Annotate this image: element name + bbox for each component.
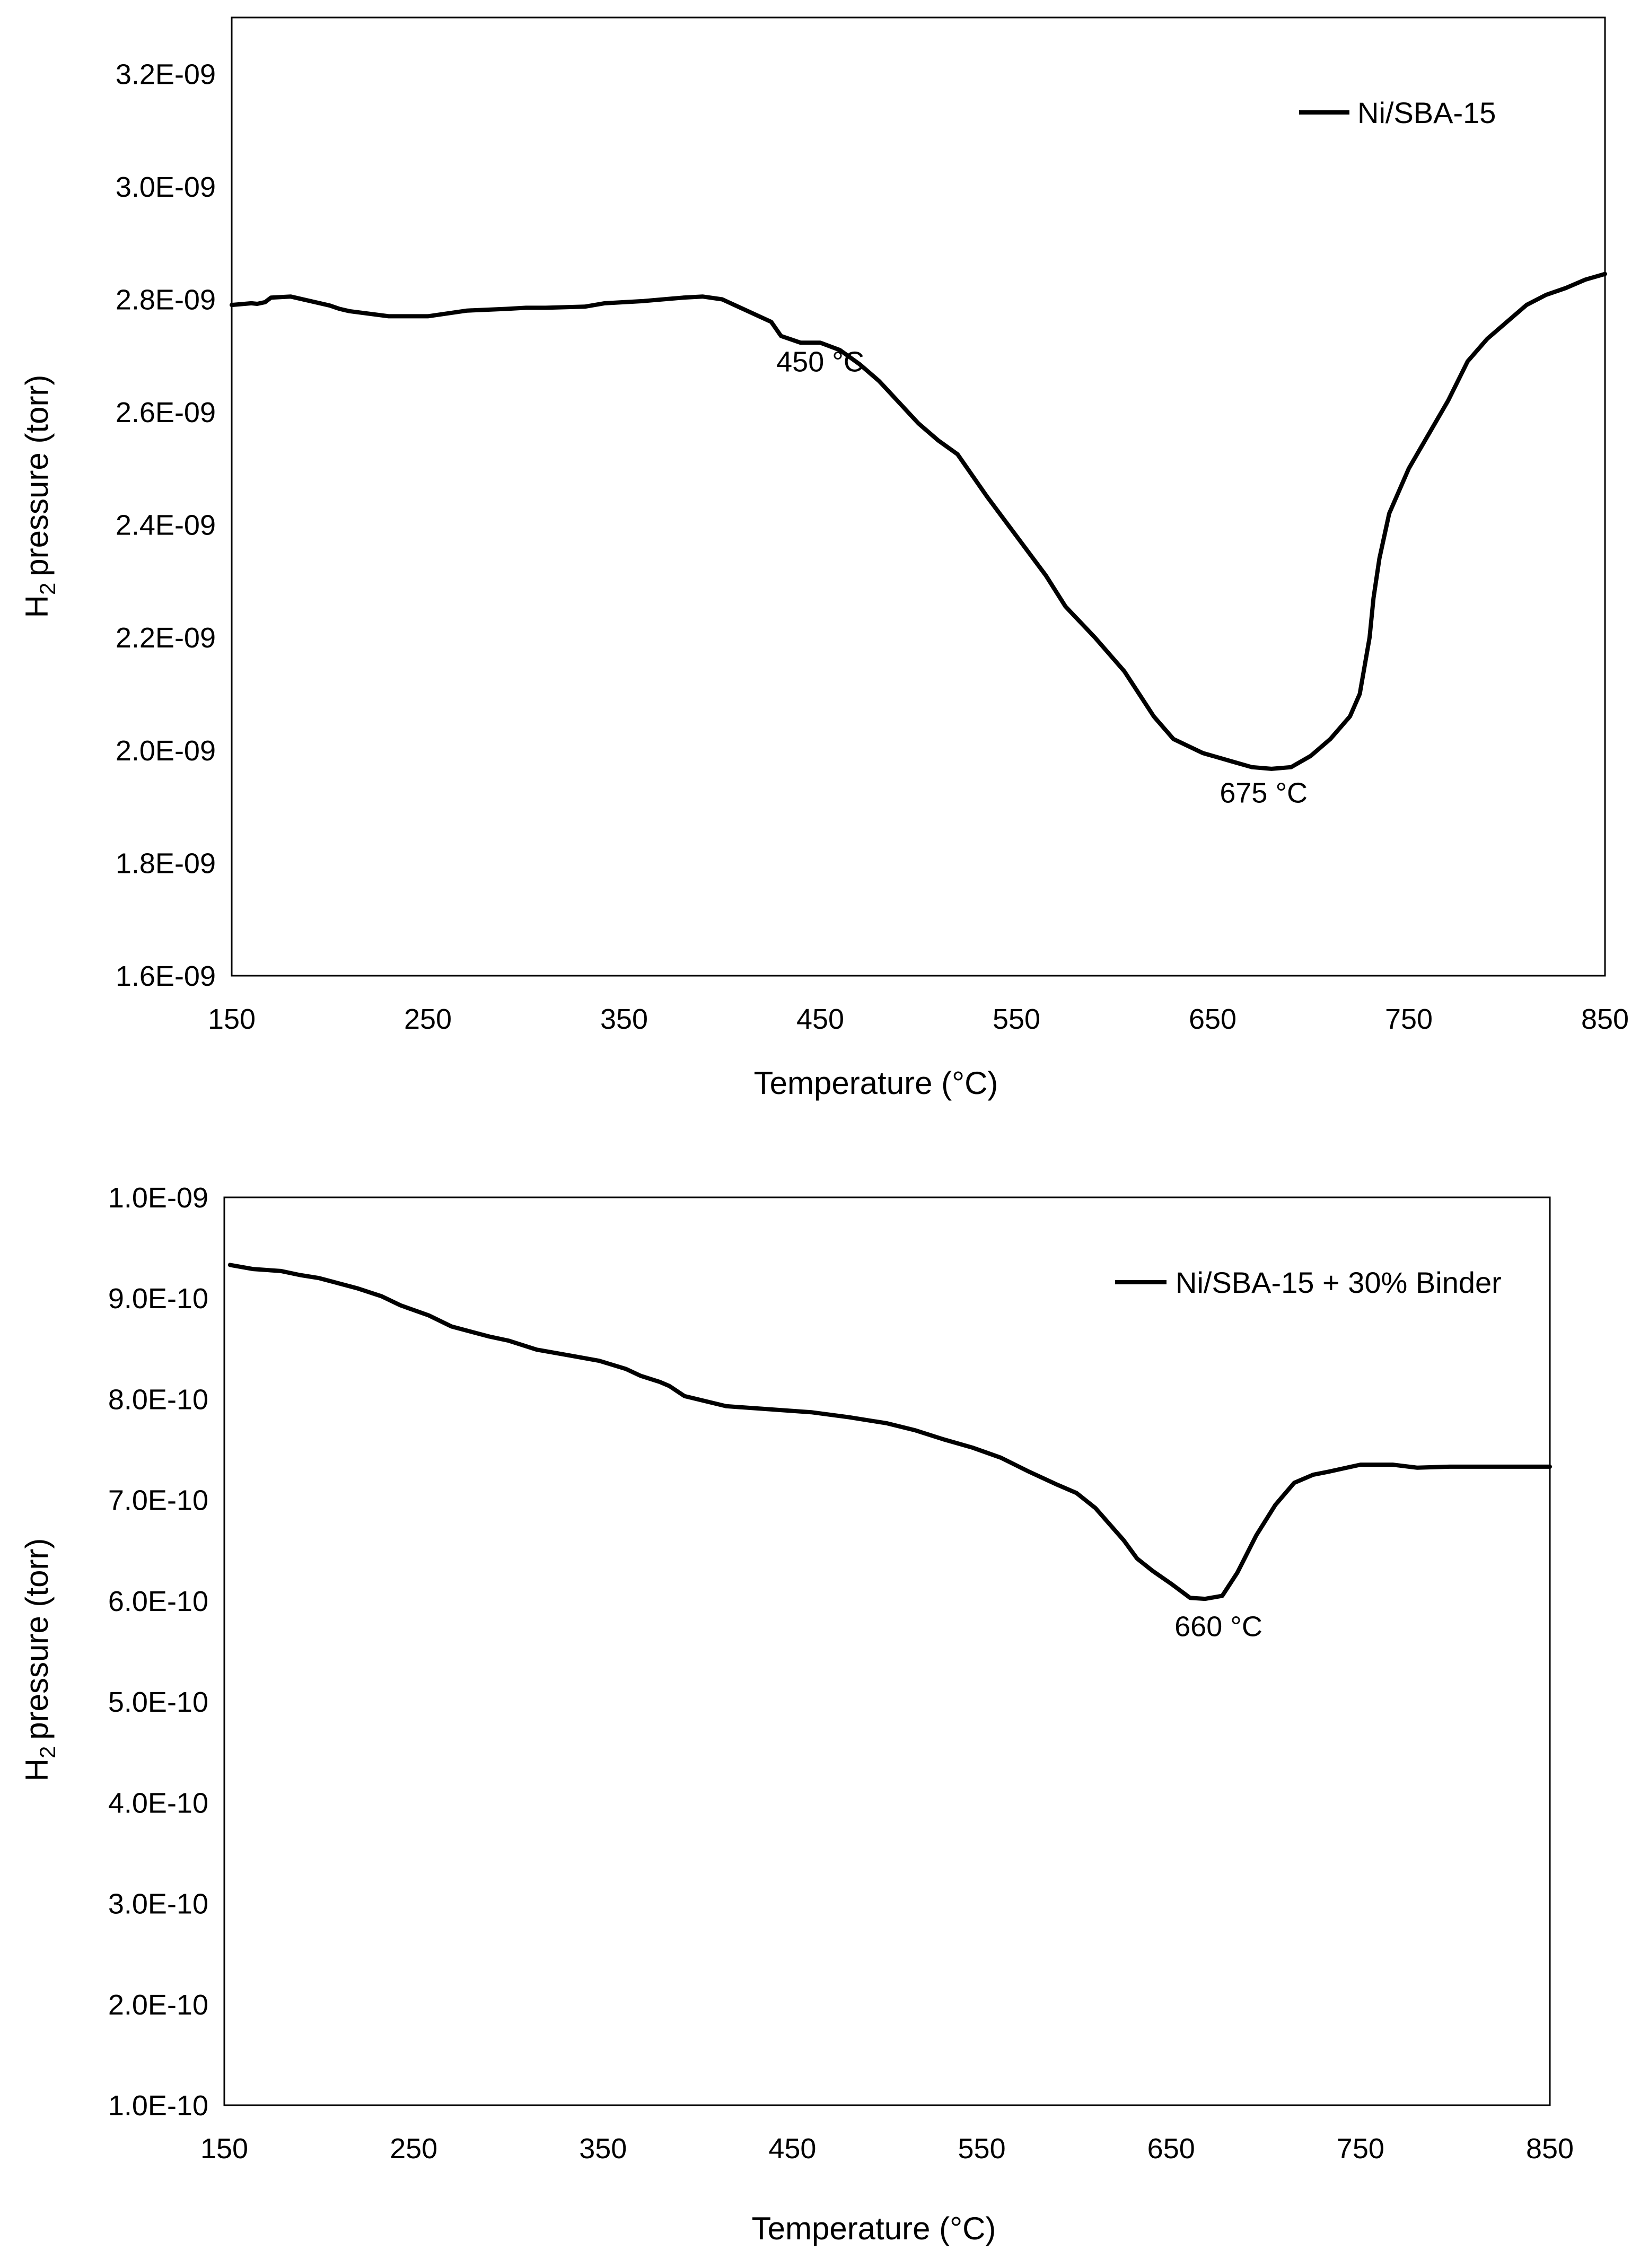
y-tick-label: 9.0E-10 [108, 1283, 208, 1315]
y-tick-label: 1.0E-10 [108, 2090, 208, 2122]
y-axis-title: H2 pressure (torr) [19, 375, 60, 618]
x-tick-label: 750 [1385, 1003, 1433, 1035]
series-line-ni-sba15 [230, 272, 1607, 771]
y-axis-title: H2 pressure (torr) [19, 1538, 60, 1782]
y-tick-label: 5.0E-10 [108, 1686, 208, 1718]
y-tick-label: 3.0E-09 [116, 171, 216, 203]
y-axis-title-h: H [19, 1758, 55, 1781]
series-line-ni-sba15-binder [227, 1263, 1552, 1601]
annotation-label: 450 °C [776, 346, 864, 378]
x-tick-label: 450 [768, 2133, 816, 2165]
y-tick-label: 4.0E-10 [108, 1787, 208, 1819]
y-axis-ticks: 1.6E-09 1.8E-09 2.0E-09 2.2E-09 2.4E-09 2.6E-… [116, 58, 216, 992]
y-axis-title-h: H [19, 595, 55, 618]
x-tick-label: 850 [1526, 2133, 1574, 2165]
y-tick-label: 1.0E-09 [108, 1182, 208, 1214]
y-axis-title-rest: pressure (torr) [19, 375, 55, 576]
y-tick-label: 2.0E-10 [108, 1989, 208, 2021]
plot-area-frame [223, 1196, 1551, 2106]
x-axis-ticks: 150 250 350 450 550 650 750 850 [200, 2133, 1574, 2165]
x-tick-label: 350 [579, 2133, 627, 2165]
chart-ni-sba15-binder: 150 250 350 450 550 650 750 850 1.0E-10 2.0E-10 3… [19, 1182, 1574, 2246]
legend-label: Ni/SBA-15 + 30% Binder [1176, 1266, 1502, 1299]
x-tick-label: 750 [1337, 2133, 1384, 2165]
y-tick-label: 1.8E-09 [116, 847, 216, 879]
plot-area-frame [231, 16, 1606, 977]
x-tick-label: 450 [796, 1003, 844, 1035]
x-tick-label: 650 [1189, 1003, 1236, 1035]
annotations: 660 °C [1174, 1610, 1262, 1642]
y-axis-ticks: 1.0E-10 2.0E-10 3.0E-10 4.0E-10 5.0E-10 6.0E-… [108, 1182, 208, 2122]
annotation-label: 675 °C [1220, 777, 1308, 809]
x-tick-label: 350 [600, 1003, 648, 1035]
x-tick-label: 150 [200, 2133, 248, 2165]
x-tick-label: 650 [1147, 2133, 1195, 2165]
x-tick-label: 150 [208, 1003, 256, 1035]
x-tick-label: 550 [993, 1003, 1040, 1035]
y-tick-label: 2.4E-09 [116, 510, 216, 541]
x-tick-label: 850 [1581, 1003, 1629, 1035]
y-tick-label: 7.0E-10 [108, 1485, 208, 1517]
y-tick-label: 2.8E-09 [116, 284, 216, 316]
y-tick-label: 8.0E-10 [108, 1383, 208, 1415]
y-tick-label: 2.6E-09 [116, 397, 216, 428]
y-axis-title-subscript: 2 [35, 1746, 60, 1758]
y-tick-label: 3.2E-09 [116, 58, 216, 90]
y-tick-label: 3.0E-10 [108, 1888, 208, 1920]
x-tick-label: 250 [404, 1003, 452, 1035]
x-axis-ticks: 150 250 350 450 550 650 750 850 [208, 1003, 1629, 1035]
legend: Ni/SBA-15 + 30% Binder [1115, 1266, 1502, 1299]
x-tick-label: 250 [390, 2133, 437, 2165]
y-tick-label: 2.0E-09 [116, 735, 216, 767]
legend-label: Ni/SBA-15 [1357, 96, 1496, 129]
x-axis-title: Temperature (°C) [754, 1065, 998, 1101]
annotations: 450 °C 675 °C [776, 346, 1308, 809]
annotation-label: 660 °C [1174, 1610, 1262, 1642]
y-axis-title-rest: pressure (torr) [19, 1538, 55, 1740]
chart-ni-sba15: 150 250 350 450 550 650 750 850 1.6E-09 1.8E-09 2… [19, 16, 1629, 1101]
y-tick-label: 1.6E-09 [116, 960, 216, 992]
y-axis-title-subscript: 2 [35, 583, 60, 595]
y-tick-label: 2.2E-09 [116, 622, 216, 654]
y-tick-label: 6.0E-10 [108, 1586, 208, 1617]
x-axis-title: Temperature (°C) [752, 2211, 996, 2246]
x-tick-label: 550 [958, 2133, 1006, 2165]
legend: Ni/SBA-15 [1299, 96, 1496, 129]
